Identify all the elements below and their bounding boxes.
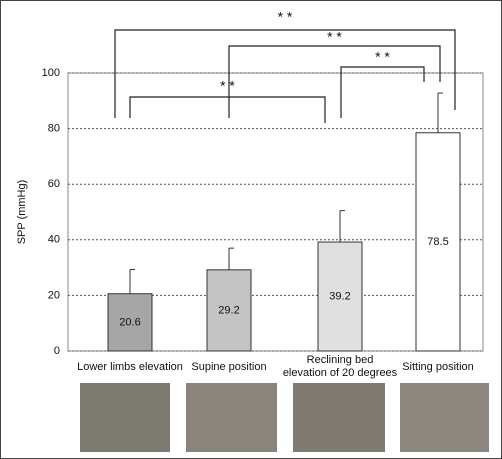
- x-tick-label: Sitting position: [373, 361, 502, 374]
- bracket: [229, 46, 440, 118]
- significance-label: * *: [375, 49, 390, 65]
- significance-label: * *: [220, 78, 235, 94]
- significance-label: * *: [327, 29, 342, 45]
- y-tick-label: 80: [48, 123, 60, 135]
- photo: [80, 383, 170, 452]
- y-tick-label: 0: [54, 345, 60, 357]
- photo: [186, 383, 277, 452]
- bracket: [130, 97, 325, 123]
- y-tick-label: 60: [48, 178, 60, 190]
- photo: [400, 383, 489, 452]
- value-label: 39.2: [329, 290, 350, 302]
- significance-label: * *: [278, 9, 293, 25]
- value-label: 78.5: [427, 236, 448, 248]
- value-label: 20.6: [119, 316, 140, 328]
- bracket: [341, 67, 424, 118]
- photo: [293, 383, 385, 452]
- y-tick-label: 40: [48, 234, 60, 246]
- page: SPP (mmHg) 0 20 40 60 80 100 20.6 29.2 39.2 78.5 *…: [0, 0, 502, 459]
- bracket: [115, 30, 455, 118]
- y-tick-label: 100: [42, 67, 60, 79]
- y-axis-label: SPP (mmHg): [16, 180, 28, 245]
- chart: SPP (mmHg) 0 20 40 60 80 100 20.6 29.2 39.2 78.5 *…: [0, 0, 502, 459]
- value-label: 29.2: [218, 304, 239, 316]
- y-tick-label: 20: [48, 289, 60, 301]
